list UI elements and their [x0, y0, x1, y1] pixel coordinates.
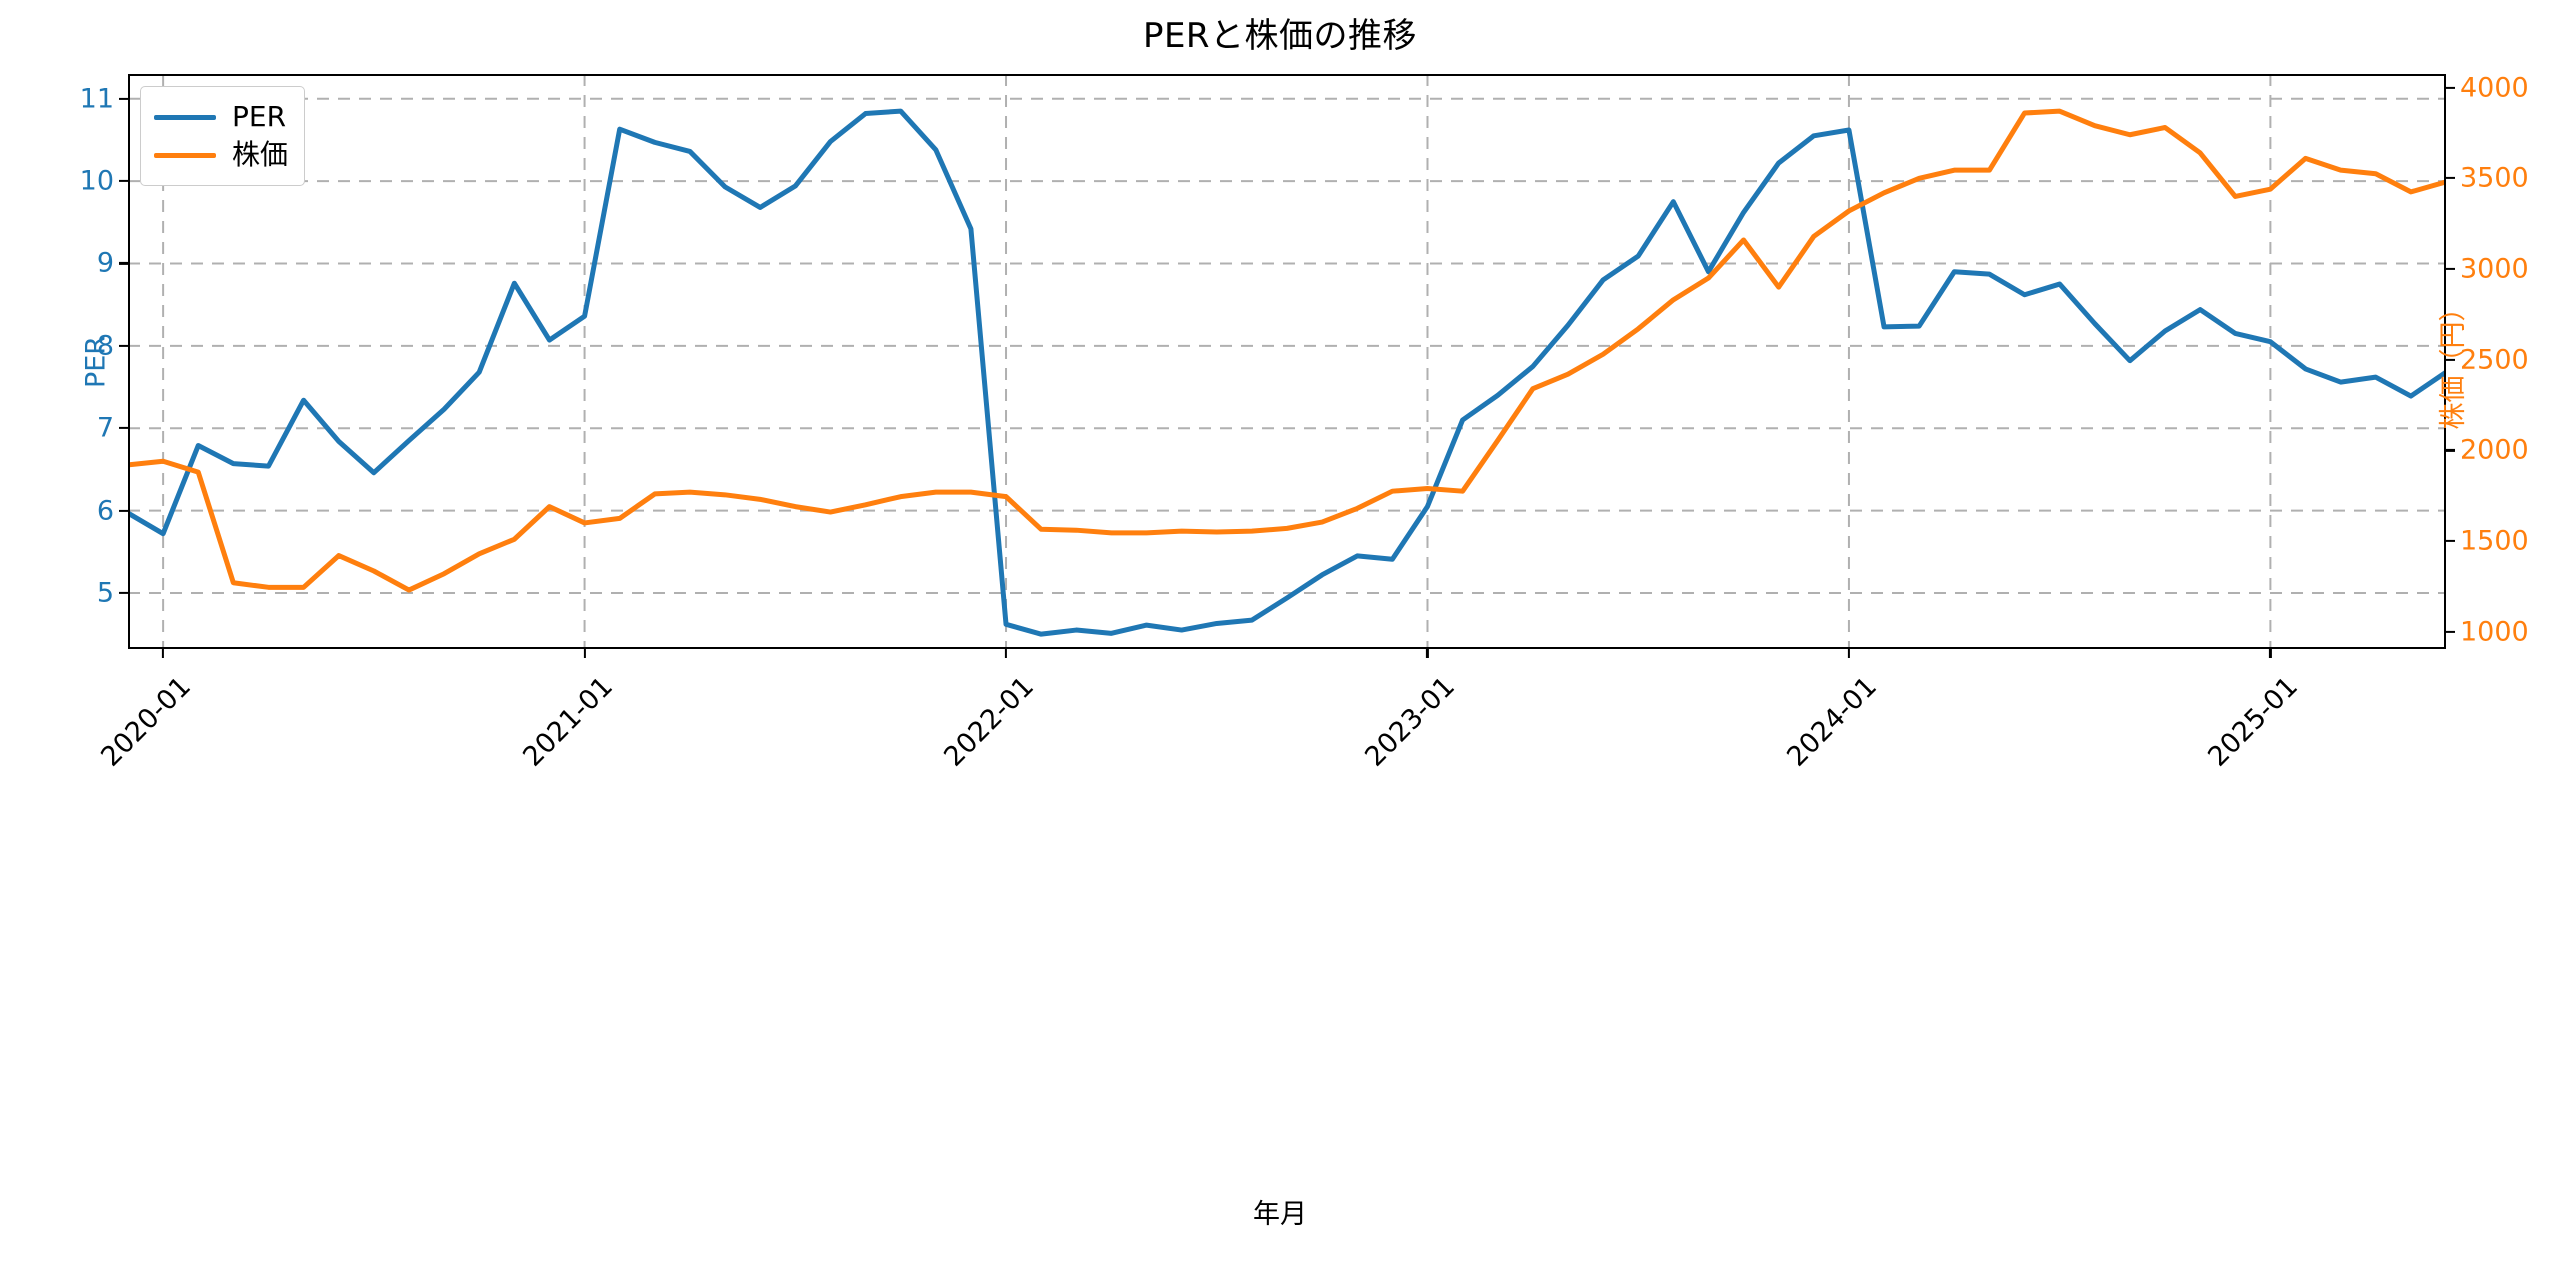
- y-tick-mark-right: [2446, 449, 2455, 452]
- y-tick-mark-left: [119, 344, 128, 347]
- legend-swatch: [154, 114, 216, 120]
- x-tick-label: 2025-01: [2202, 671, 2305, 773]
- series-line-per: [128, 108, 2446, 637]
- y-tick-label-left: 11: [79, 83, 114, 115]
- x-tick-mark: [1847, 649, 1851, 658]
- y-tick-mark-right: [2446, 267, 2455, 271]
- x-tick-mark: [1004, 649, 1008, 658]
- y-tick-mark-left: [119, 509, 128, 512]
- y-tick-mark-right: [2446, 539, 2455, 543]
- y-tick-label-left: 9: [96, 247, 114, 279]
- series-lines: [128, 108, 2446, 637]
- x-axis-label: 年月: [1253, 1199, 1307, 1230]
- y-tick-mark-left: [119, 179, 128, 183]
- y-tick-label-left: 5: [96, 577, 114, 609]
- plot-area: 5 6 7 8 9 10 11 1000 1500 2000 2500 3000 3500 4000 2…: [80, 72, 2529, 773]
- y-tick-label-left: 7: [96, 412, 114, 444]
- y-tick-label-right: 1000: [2460, 616, 2529, 648]
- y-tick-label-left: 10: [79, 165, 114, 197]
- y-tick-label-right: 4000: [2460, 72, 2529, 104]
- y-axis-left-label: PER: [80, 335, 112, 388]
- y-tick-label-left: 8: [96, 330, 114, 362]
- x-tick-label: 2020-01: [95, 671, 198, 773]
- legend-swatch: [154, 152, 216, 158]
- legend-item[interactable]: PER: [154, 98, 288, 136]
- x-tick-mark: [1426, 649, 1429, 658]
- chart-legend: PER 株価: [140, 86, 306, 186]
- legend-label: PER: [232, 100, 287, 133]
- y-tick-mark-right: [2446, 86, 2455, 89]
- y-tick-mark-left: [119, 262, 128, 265]
- y-tick-mark-right: [2446, 630, 2455, 633]
- legend-label: 株価: [232, 138, 289, 171]
- y-tick-mark-right: [2446, 177, 2455, 180]
- grid-lines: [128, 74, 2446, 649]
- x-tick-mark: [162, 649, 165, 658]
- series-line-kabuka: [128, 108, 2446, 593]
- legend-item[interactable]: 株価: [154, 136, 288, 174]
- y-tick-label-right: 3000: [2460, 253, 2529, 285]
- plot-canvas: [128, 74, 2446, 649]
- x-tick-label: 2021-01: [516, 671, 619, 773]
- y-tick-mark-right: [2446, 358, 2455, 361]
- x-tick-label: 2024-01: [1781, 671, 1883, 773]
- y-tick-label-right: 3500: [2460, 162, 2529, 194]
- y-tick-mark-left: [119, 97, 128, 100]
- y-tick-label-right: 2000: [2460, 434, 2529, 466]
- y-tick-mark-left: [119, 591, 128, 595]
- y-tick-label-right: 1500: [2460, 525, 2529, 557]
- x-tick-mark: [2269, 649, 2272, 658]
- y-tick-label-right: 2500: [2460, 344, 2529, 376]
- x-tick-label: 2022-01: [938, 671, 1040, 773]
- y-tick-mark-left: [119, 427, 128, 430]
- y-axis-right-label: 株価（円）: [2438, 294, 2469, 429]
- y-tick-label-left: 6: [96, 495, 114, 527]
- x-tick-mark: [583, 649, 586, 658]
- x-tick-label: 2023-01: [1359, 671, 1462, 773]
- chart-title: PERと株価の推移: [1142, 16, 1418, 56]
